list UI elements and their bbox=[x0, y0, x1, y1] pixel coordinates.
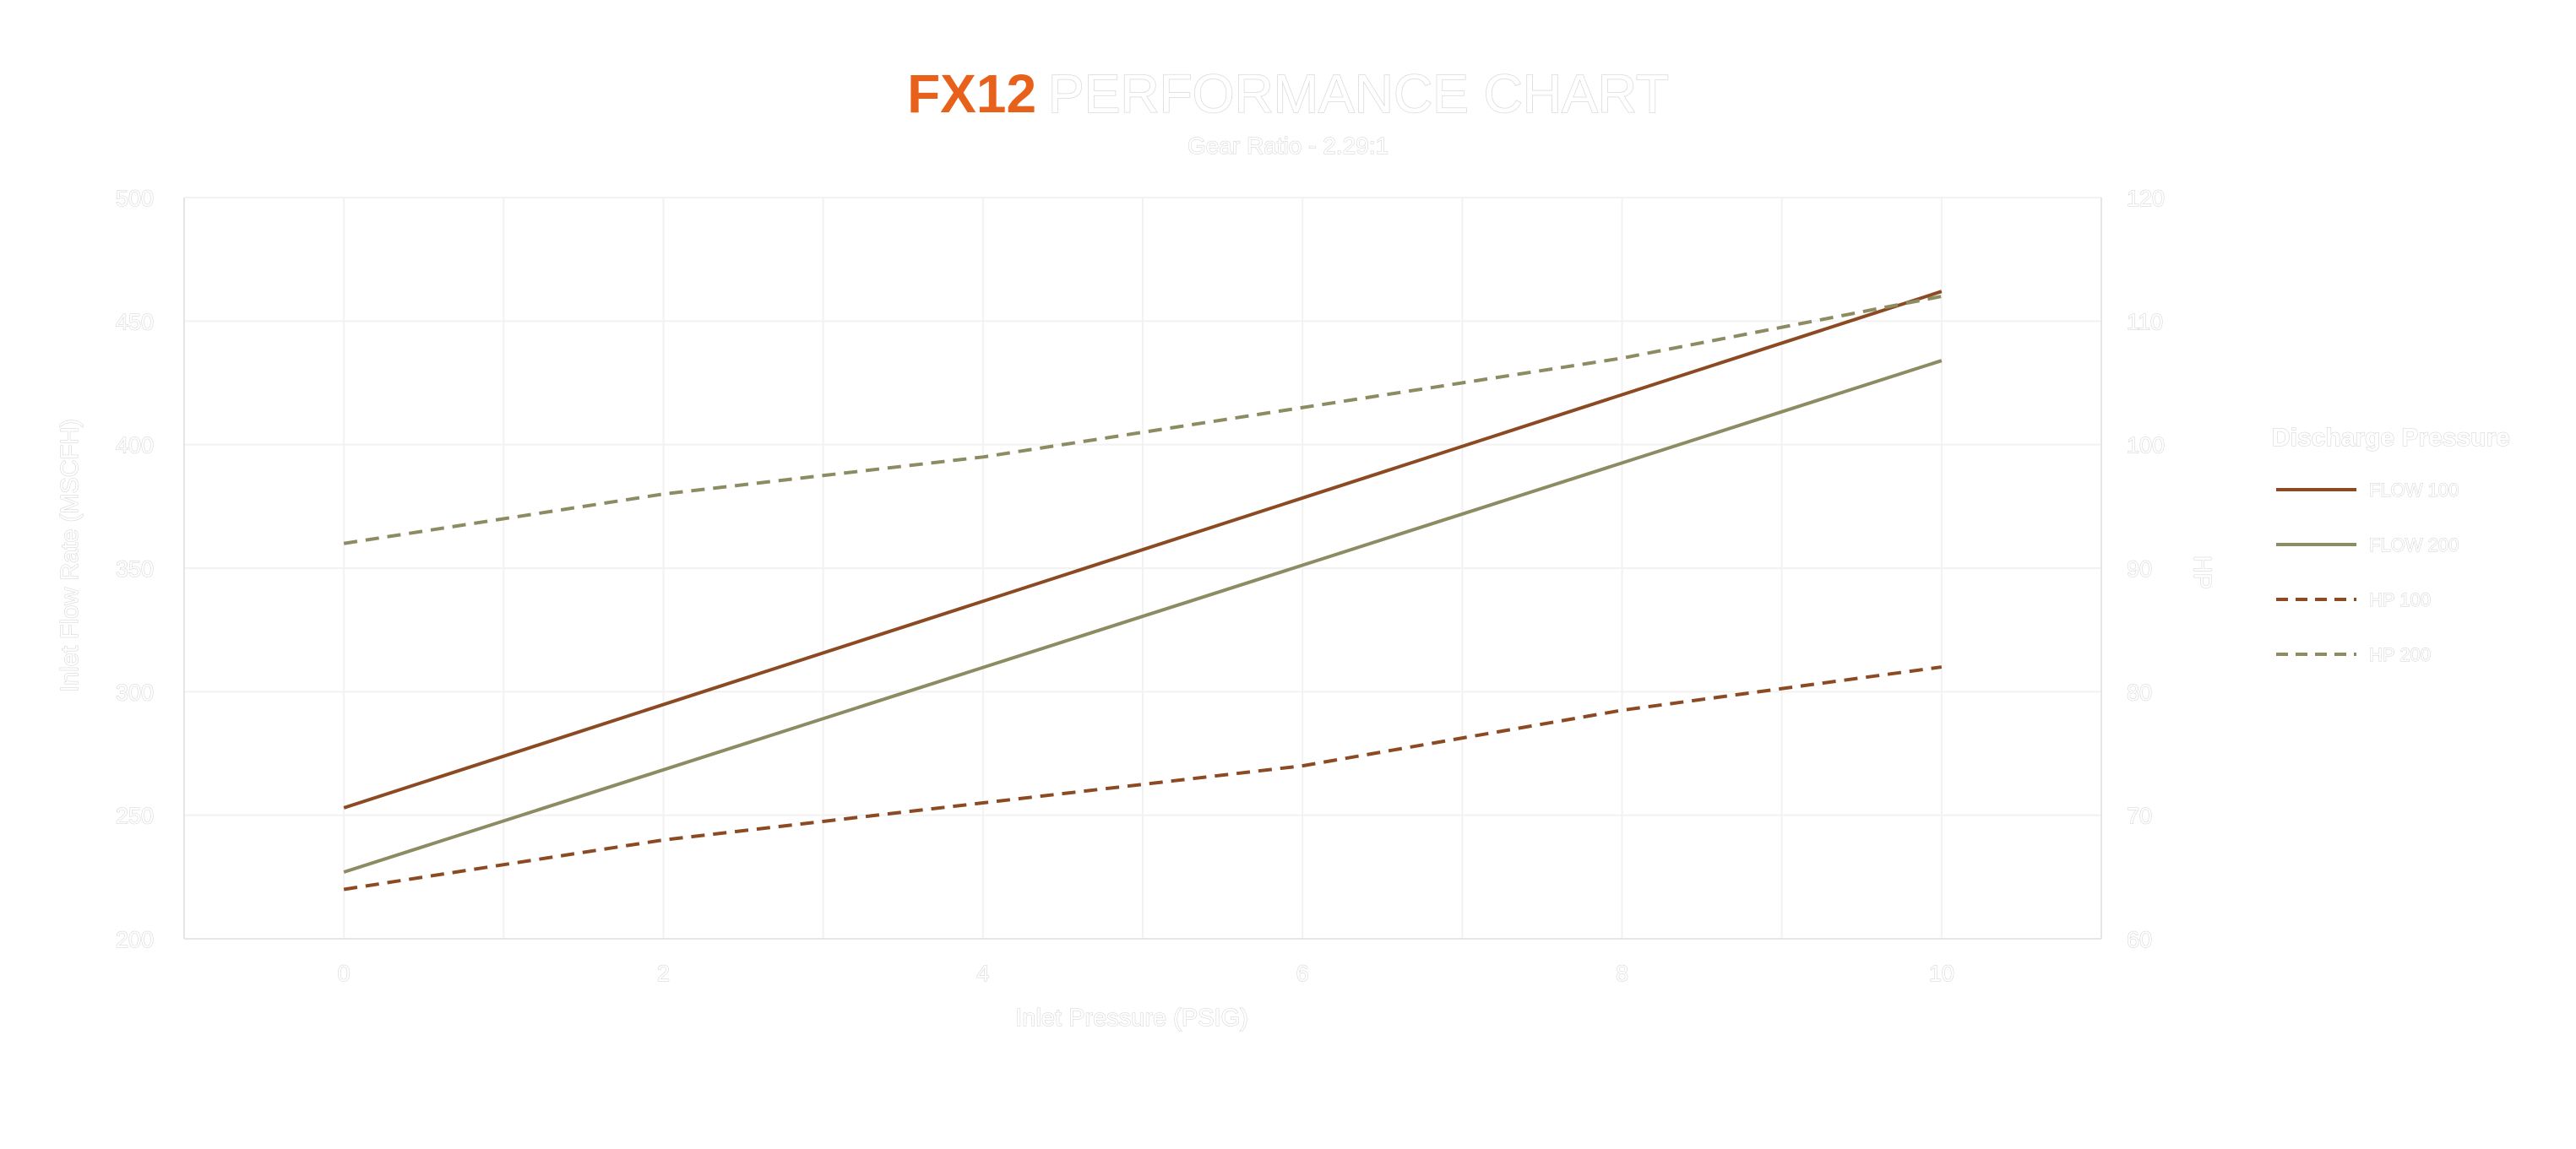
y-left-tick-label: 250 bbox=[116, 804, 154, 829]
y-right-tick-label: 120 bbox=[2127, 186, 2165, 211]
y-right-tick-label: 100 bbox=[2127, 433, 2165, 458]
series-lines bbox=[343, 290, 1943, 892]
series-line-flow-100 bbox=[343, 290, 1943, 810]
legend: Discharge Pressure FLOW 100 FLOW 200 HP 10… bbox=[2272, 424, 2511, 666]
y-left-tick-label: 350 bbox=[116, 556, 154, 582]
x-tick-label: 8 bbox=[1616, 961, 1628, 986]
y-right-tick-label: 70 bbox=[2127, 804, 2152, 829]
y-right-tick-label: 60 bbox=[2127, 927, 2152, 952]
chart-subtitle: Gear Ratio - 2.29:1 bbox=[1187, 133, 1389, 159]
y-left-tick-label: 450 bbox=[116, 309, 154, 334]
x-tick-label: 6 bbox=[1296, 961, 1309, 986]
y-left-tick-label: 400 bbox=[116, 433, 154, 458]
series-line-hp-200 bbox=[343, 295, 1943, 545]
x-tick-label: 10 bbox=[1929, 961, 1954, 986]
y-left-tick-label: 300 bbox=[116, 680, 154, 705]
x-axis-title: Inlet Pressure (PSIG) bbox=[1015, 1005, 1248, 1032]
legend-label: HP 100 bbox=[2369, 589, 2431, 610]
grid bbox=[183, 197, 2102, 940]
x-tick-label: 0 bbox=[338, 961, 351, 986]
y-axis-right-title: HP bbox=[2188, 556, 2215, 589]
series-line-hp-100 bbox=[343, 665, 1943, 892]
y-right-tick-label: 80 bbox=[2127, 680, 2152, 705]
x-tick-label: 2 bbox=[657, 961, 670, 986]
series-line-flow-200 bbox=[343, 359, 1943, 874]
chart-title: FX12 PERFORMANCE CHART bbox=[907, 63, 1669, 124]
tick-labels: 0 2 4 6 8 10 200 250 300 350 400 450 500 60 70 80 90 100 1… bbox=[115, 186, 2165, 987]
legend-title: Discharge Pressure bbox=[2272, 424, 2510, 452]
legend-label: FLOW 200 bbox=[2369, 534, 2459, 556]
chart-title-brand: FX12 bbox=[907, 63, 1036, 124]
y-right-tick-label: 110 bbox=[2127, 309, 2163, 334]
chart-title-rest: PERFORMANCE CHART bbox=[1048, 63, 1669, 124]
y-left-tick-label: 500 bbox=[116, 186, 154, 211]
x-tick-label: 4 bbox=[976, 961, 989, 986]
y-right-tick-label: 90 bbox=[2127, 556, 2152, 582]
y-left-tick-label: 200 bbox=[116, 927, 154, 952]
y-axis-left-title: Inlet Flow Rate (MSCFH) bbox=[57, 419, 84, 692]
axes bbox=[183, 198, 2102, 940]
legend-label: FLOW 100 bbox=[2369, 480, 2459, 501]
legend-label: HP 200 bbox=[2369, 644, 2431, 665]
